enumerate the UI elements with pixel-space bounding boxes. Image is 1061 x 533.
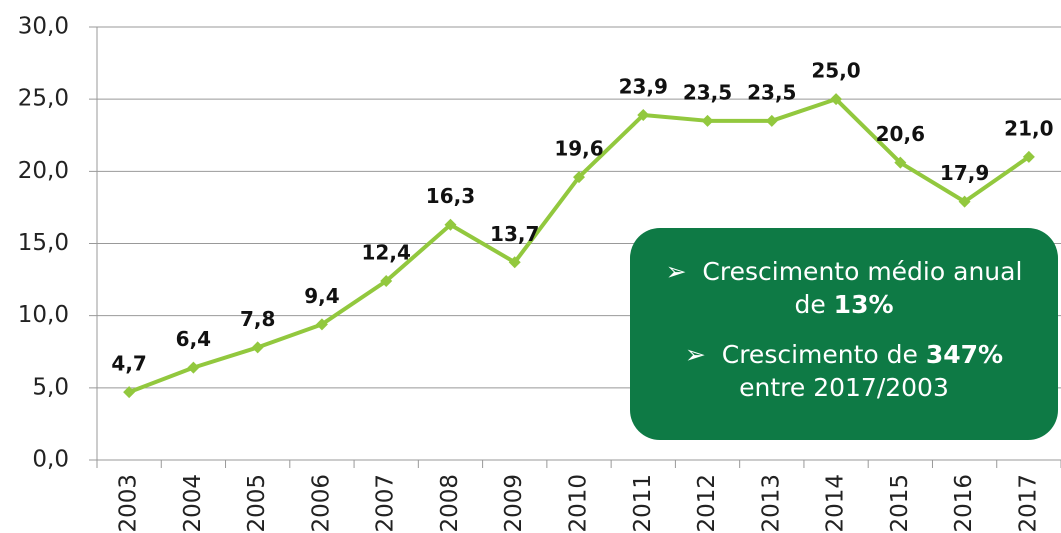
y-tick-label: 30,0	[18, 14, 69, 40]
data-label: 21,0	[1004, 116, 1053, 140]
data-label: 23,5	[747, 80, 796, 104]
marker	[701, 114, 714, 127]
data-label: 9,4	[304, 284, 339, 308]
marker	[380, 275, 393, 288]
data-label: 23,9	[619, 75, 668, 99]
y-tick-label: 5,0	[32, 374, 69, 400]
x-tick-label: 2011	[630, 474, 656, 533]
data-label: 7,8	[240, 307, 275, 331]
annotation-bold: 347%	[925, 340, 1004, 369]
marker	[894, 156, 907, 169]
y-tick-label: 20,0	[18, 158, 69, 184]
data-label: 17,9	[940, 161, 989, 185]
y-tick-label: 25,0	[18, 86, 69, 112]
marker	[187, 361, 200, 374]
data-label: 6,4	[176, 327, 211, 351]
annotation-bold: 13%	[833, 289, 894, 319]
data-label: 12,4	[362, 241, 411, 265]
annotation: Crescimento de 347% entre 2017/2003	[650, 339, 1038, 404]
annotation-text: Crescimento médio anual de	[702, 257, 1023, 319]
marker	[508, 256, 521, 269]
x-tick-label: 2008	[437, 474, 463, 533]
annotation-text: entre 2017/2003	[739, 372, 949, 402]
x-tick-label: 2009	[501, 474, 527, 533]
x-tick-label: 2017	[1015, 474, 1041, 533]
x-tick-label: 2015	[887, 474, 913, 533]
x-tick-label: 2005	[244, 474, 270, 533]
x-tick-label: 2014	[823, 474, 849, 533]
x-tick-label: 2012	[694, 474, 720, 533]
marker	[958, 195, 971, 208]
marker	[573, 171, 585, 184]
x-tick-label: 2006	[308, 474, 334, 533]
data-label: 25,0	[811, 59, 860, 83]
marker	[765, 114, 778, 127]
x-tick-label: 2007	[373, 474, 399, 533]
data-label: 20,6	[876, 122, 925, 146]
marker	[123, 386, 136, 399]
y-tick-label: 0,0	[32, 447, 69, 473]
marker	[444, 218, 457, 231]
y-tick-label: 15,0	[18, 230, 69, 256]
x-tick-label: 2010	[566, 474, 592, 533]
marker	[1022, 150, 1035, 163]
data-label: 19,6	[554, 137, 603, 161]
x-tick-label: 2013	[758, 474, 784, 533]
annotation: Crescimento médio anual de 13%	[650, 256, 1038, 321]
x-tick-label: 2016	[951, 474, 977, 533]
marker	[251, 341, 264, 354]
marker	[830, 93, 843, 106]
x-tick-label: 2003	[116, 474, 142, 533]
y-tick-label: 10,0	[18, 302, 69, 328]
data-label: 13,7	[490, 222, 539, 246]
marker	[637, 109, 650, 122]
data-label: 4,7	[111, 352, 146, 376]
data-label: 23,5	[683, 80, 732, 104]
x-tick-label: 2004	[180, 474, 206, 533]
annotation-text: Crescimento de	[721, 340, 918, 369]
annotation-box: Crescimento médio anual de 13% Crescimen…	[630, 228, 1058, 440]
marker	[315, 318, 328, 331]
data-label: 16,3	[426, 184, 475, 208]
